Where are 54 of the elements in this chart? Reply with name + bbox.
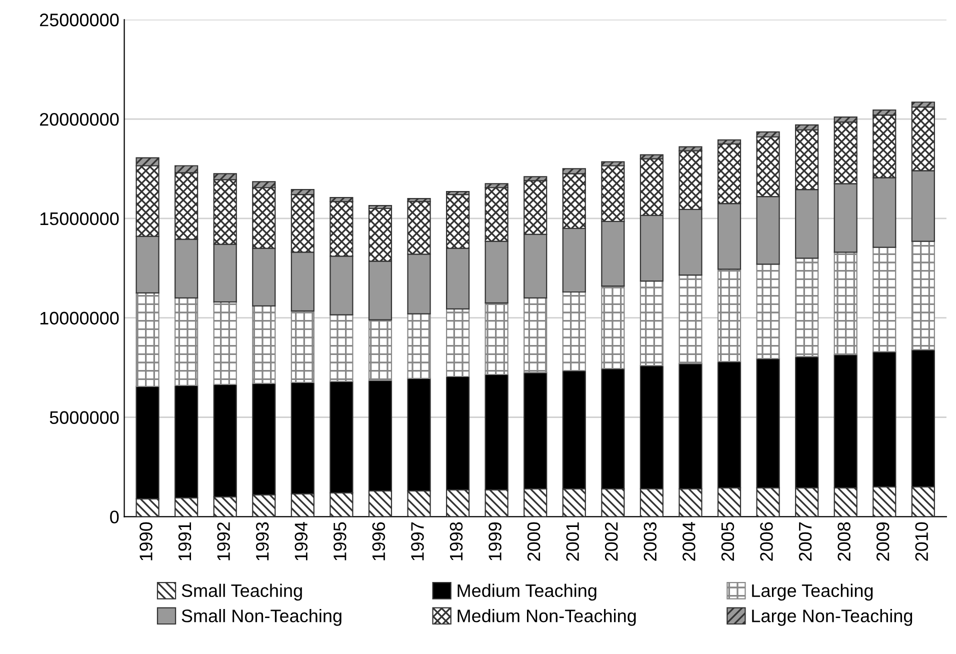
bar <box>640 280 664 366</box>
y-tick-label: 0 <box>110 510 119 524</box>
bar <box>524 297 548 374</box>
x-tick-label: 1993 <box>256 522 269 560</box>
bar <box>407 313 431 380</box>
bar <box>174 297 198 386</box>
x-tick-label: 1996 <box>372 522 386 560</box>
y-tick-label: 20000000 <box>40 112 119 126</box>
x-tick-label: 1992 <box>217 522 230 560</box>
bar <box>834 252 858 356</box>
bar <box>330 314 354 382</box>
x-tick-label: 2004 <box>682 522 696 561</box>
bar <box>484 302 508 376</box>
bar <box>446 308 470 378</box>
bar <box>252 305 276 384</box>
x-tick-label: 2003 <box>644 522 657 561</box>
legend-label: Small Non-Teaching <box>182 609 342 626</box>
legend-label: Small Teaching <box>182 584 302 601</box>
bar <box>678 274 702 364</box>
bar <box>368 319 392 382</box>
legend-label: Medium Teaching <box>458 584 596 601</box>
x-tick-label: 2002 <box>604 522 618 561</box>
y-tick-label: 25000000 <box>40 14 119 26</box>
x-tick-label: 1990 <box>140 522 152 560</box>
x-tick-label: 2007 <box>798 522 812 561</box>
x-tick-label: 1997 <box>411 522 424 560</box>
x-tick-label: 1991 <box>178 522 192 560</box>
y-tick-label: 15000000 <box>40 212 119 226</box>
y-tick-label: 5000000 <box>50 411 119 424</box>
bar <box>911 240 935 350</box>
x-tick-label: 1999 <box>488 522 502 560</box>
bar <box>213 301 237 385</box>
bar <box>136 292 160 387</box>
x-tick-label: 2000 <box>527 522 540 561</box>
bar <box>717 268 742 362</box>
x-tick-label: 2010 <box>915 522 928 561</box>
legend-label: Large Teaching <box>752 584 873 601</box>
x-tick-label: 2009 <box>876 522 890 561</box>
x-tick-label: 1995 <box>334 522 346 560</box>
bar <box>872 246 896 352</box>
bar <box>290 310 314 384</box>
x-tick-label: 1998 <box>450 522 463 560</box>
legend-label: Large Non-Teaching <box>752 609 912 626</box>
x-tick-label: 2008 <box>838 522 850 561</box>
bar <box>562 291 586 372</box>
x-tick-label: 1994 <box>294 522 308 560</box>
x-tick-label: 2005 <box>721 522 734 561</box>
bar <box>601 285 625 370</box>
bar <box>795 258 819 358</box>
x-tick-label: 2006 <box>760 522 773 561</box>
legend-label: Medium Non-Teaching <box>458 609 636 626</box>
x-tick-label: 2001 <box>566 522 579 561</box>
y-tick-label: 10000000 <box>40 312 119 325</box>
bar <box>756 264 780 360</box>
